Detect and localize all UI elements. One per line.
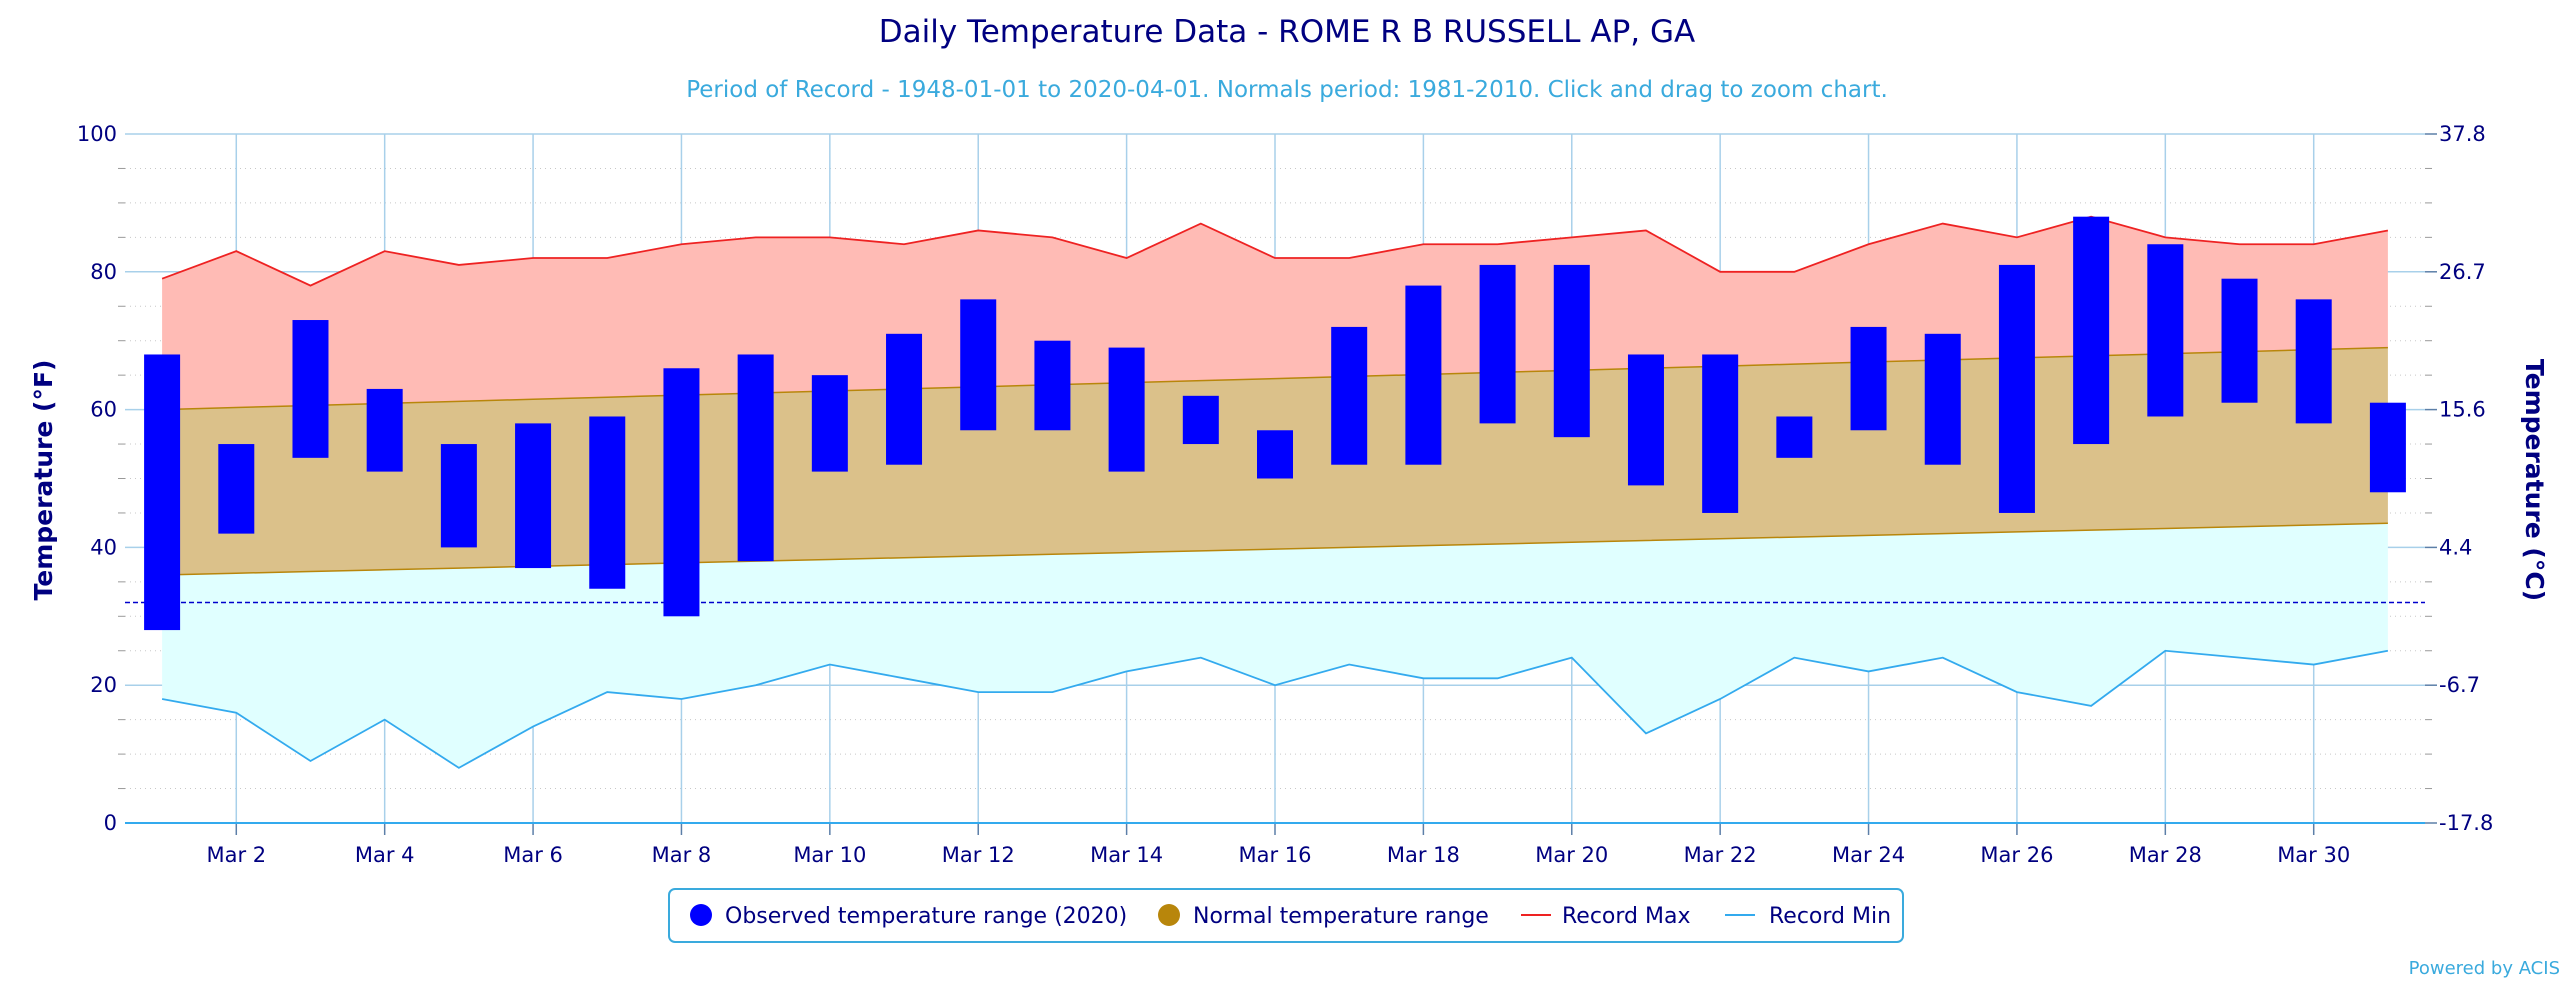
x-tick-label: Mar 26 bbox=[1980, 843, 2053, 867]
observed-bar bbox=[2073, 216, 2110, 445]
legend-label-record-min: Record Min bbox=[1769, 904, 1891, 929]
observed-bar bbox=[737, 354, 774, 562]
observed-bar bbox=[2369, 402, 2406, 493]
observed-bar bbox=[1627, 354, 1664, 486]
observed-bar bbox=[960, 299, 997, 431]
record-max-line bbox=[161, 215, 2389, 287]
observed-bar bbox=[1553, 264, 1590, 438]
y-tick-label-right: 37.8 bbox=[2439, 122, 2486, 146]
observed-bar bbox=[1108, 347, 1145, 472]
legend-box bbox=[668, 888, 1904, 943]
y-tick-label-left: 40 bbox=[90, 535, 117, 559]
x-tick-label: Mar 28 bbox=[2129, 843, 2202, 867]
observed-bar bbox=[1924, 333, 1961, 465]
observed-bar bbox=[1331, 326, 1368, 465]
x-tick-label: Mar 2 bbox=[206, 843, 266, 867]
y-tick-label-right: -17.8 bbox=[2439, 811, 2493, 835]
observed-bar bbox=[218, 444, 255, 534]
observed-bars bbox=[144, 216, 2406, 631]
observed-bar bbox=[1405, 285, 1442, 465]
legend-item-record-max[interactable]: Record Max bbox=[1521, 904, 1691, 929]
observed-bar bbox=[886, 333, 923, 465]
legend-item-record-min[interactable]: Record Min bbox=[1725, 904, 1891, 929]
credit-link[interactable]: Powered by ACIS bbox=[2409, 958, 2560, 979]
x-tick-label: Mar 10 bbox=[793, 843, 866, 867]
observed-bar bbox=[144, 354, 181, 631]
observed-bar bbox=[1182, 395, 1219, 445]
record-min-band bbox=[162, 523, 2388, 768]
observed-bar bbox=[2221, 278, 2258, 403]
x-tick-label: Mar 20 bbox=[1535, 843, 1608, 867]
y-tick-label-right: 15.6 bbox=[2439, 398, 2486, 422]
y-tick-label-left: 60 bbox=[90, 398, 117, 422]
legend-label-record-max: Record Max bbox=[1562, 904, 1691, 929]
y-axis-title-right: Temperature (°C) bbox=[2520, 359, 2549, 601]
observed-bar bbox=[515, 423, 552, 569]
observed-bar bbox=[2147, 244, 2184, 417]
legend-label-normal: Normal temperature range bbox=[1193, 904, 1489, 929]
observed-bar bbox=[1850, 326, 1887, 431]
x-tick-label: Mar 6 bbox=[503, 843, 563, 867]
y-tick-label-right: 4.4 bbox=[2439, 535, 2472, 559]
observed-bar bbox=[1998, 264, 2035, 513]
x-tick-label: Mar 14 bbox=[1090, 843, 1163, 867]
x-tick-label: Mar 12 bbox=[942, 843, 1015, 867]
x-tick-label: Mar 4 bbox=[355, 843, 415, 867]
observed-bar bbox=[366, 388, 403, 472]
y-tick-label-left: 100 bbox=[77, 122, 117, 146]
y-tick-label-right: 26.7 bbox=[2439, 260, 2486, 284]
record-min-line bbox=[161, 649, 2389, 769]
legend-label-observed: Observed temperature range (2020) bbox=[725, 904, 1127, 929]
chart-subtitle: Period of Record - 1948-01-01 to 2020-04… bbox=[686, 77, 1888, 103]
observed-bar bbox=[1257, 430, 1293, 479]
axes: 0 -17.8 20 -6.7 40 4.4 60 15.6 80 26.7 100 37.8 Mar … bbox=[77, 122, 2493, 867]
y-tick-label-left: 20 bbox=[90, 673, 117, 697]
observed-bar bbox=[1702, 354, 1739, 513]
observed-bar bbox=[440, 444, 477, 548]
observed-bar bbox=[2295, 299, 2332, 424]
circle-icon bbox=[690, 904, 712, 926]
legend: Observed temperature range (2020) Normal… bbox=[668, 888, 1904, 943]
observed-bar bbox=[1034, 340, 1071, 431]
y-axis-title-left: Temperature (°F) bbox=[29, 360, 58, 601]
observed-bar bbox=[1776, 416, 1813, 458]
observed-bar bbox=[1479, 264, 1516, 424]
observed-bar bbox=[663, 368, 700, 617]
plot-bands bbox=[162, 216, 2388, 768]
observed-bar bbox=[589, 416, 626, 589]
x-tick-label: Mar 18 bbox=[1387, 843, 1460, 867]
x-tick-label: Mar 30 bbox=[2277, 843, 2350, 867]
record-max-band bbox=[162, 216, 2388, 410]
x-tick-label: Mar 8 bbox=[652, 843, 712, 867]
x-tick-label: Mar 24 bbox=[1832, 843, 1905, 867]
legend-item-normal[interactable]: Normal temperature range bbox=[1158, 904, 1489, 929]
chart-title: Daily Temperature Data - ROME R B RUSSEL… bbox=[879, 14, 1695, 50]
x-tick-label: Mar 16 bbox=[1238, 843, 1311, 867]
y-tick-label-left: 0 bbox=[104, 811, 117, 835]
y-tick-label-left: 80 bbox=[90, 260, 117, 284]
observed-bar bbox=[811, 375, 848, 472]
observed-bar bbox=[292, 320, 329, 458]
circle-icon bbox=[1158, 904, 1180, 926]
x-tick-label: Mar 22 bbox=[1684, 843, 1757, 867]
legend-item-observed[interactable]: Observed temperature range (2020) bbox=[690, 904, 1127, 929]
y-tick-label-right: -6.7 bbox=[2439, 673, 2480, 697]
